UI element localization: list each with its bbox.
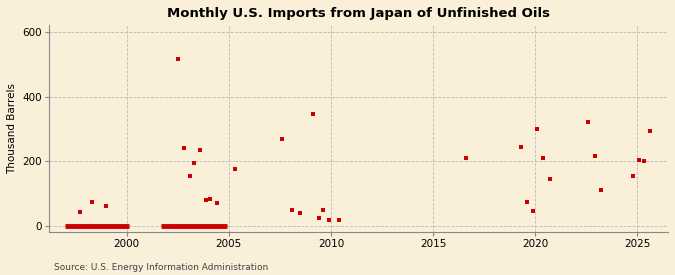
Point — [287, 208, 298, 212]
Title: Monthly U.S. Imports from Japan of Unfinished Oils: Monthly U.S. Imports from Japan of Unfin… — [167, 7, 550, 20]
Y-axis label: Thousand Barrels: Thousand Barrels — [7, 83, 17, 174]
Point — [538, 156, 549, 160]
Point — [638, 159, 649, 163]
Point — [211, 201, 222, 206]
Point — [644, 128, 655, 133]
Point — [195, 148, 206, 152]
Point — [460, 156, 471, 160]
Text: Source: U.S. Energy Information Administration: Source: U.S. Energy Information Administ… — [54, 263, 268, 272]
Point — [634, 158, 645, 162]
Point — [230, 167, 240, 172]
Point — [532, 127, 543, 131]
Point — [589, 154, 600, 159]
Point — [101, 204, 111, 208]
Point — [201, 198, 212, 202]
Point — [189, 161, 200, 165]
Point — [74, 210, 85, 214]
Point — [172, 57, 183, 62]
Point — [323, 217, 334, 222]
Point — [628, 174, 639, 178]
Point — [583, 120, 594, 125]
Point — [205, 196, 216, 201]
Point — [516, 144, 526, 149]
Point — [307, 112, 318, 117]
Point — [185, 174, 196, 178]
Point — [317, 208, 328, 212]
Point — [595, 188, 606, 192]
Point — [313, 216, 324, 220]
Point — [86, 200, 97, 204]
Point — [528, 209, 539, 214]
Point — [544, 177, 555, 181]
Point — [522, 200, 533, 204]
Point — [277, 136, 288, 141]
Point — [178, 146, 189, 150]
Point — [295, 211, 306, 215]
Point — [333, 217, 344, 222]
